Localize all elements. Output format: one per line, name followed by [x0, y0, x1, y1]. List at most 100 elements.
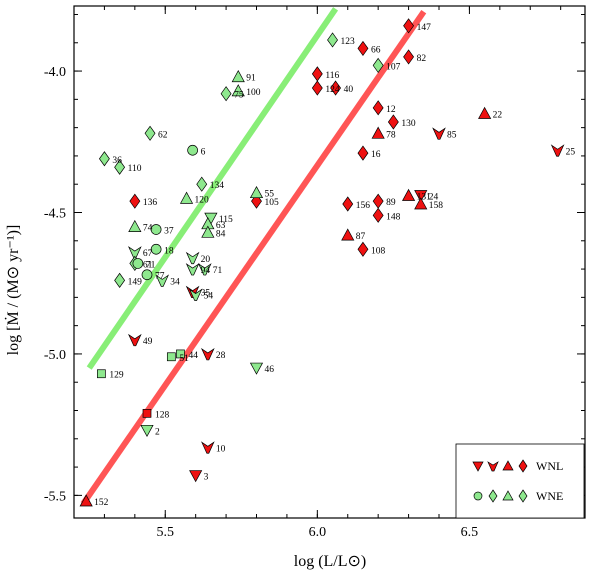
point-label: 124	[325, 85, 340, 95]
point-label: 12	[386, 105, 396, 115]
triangle-up-marker	[502, 460, 514, 471]
arrowhead-marker	[185, 251, 200, 265]
point-label: 89	[386, 198, 396, 208]
data-points	[79, 18, 565, 507]
point-label: 91	[246, 74, 256, 84]
diamond-marker	[342, 196, 354, 212]
point-label: 107	[386, 62, 401, 72]
legend-label: WNL	[536, 459, 563, 473]
triangle-down-marker	[414, 190, 428, 203]
point-label: 116	[325, 71, 339, 81]
diamond-marker	[518, 489, 528, 503]
point-label: 105	[265, 198, 280, 208]
point-label: 2	[155, 427, 160, 437]
diamond-marker	[372, 100, 384, 116]
triangle-up-marker	[502, 490, 514, 501]
point-label: 108	[371, 246, 386, 256]
point-label: 28	[216, 351, 226, 361]
square-marker	[166, 352, 176, 362]
triangle-down-marker	[140, 424, 154, 438]
arrowhead-marker	[197, 263, 212, 276]
point-label: 78	[386, 130, 396, 140]
point-label: 152	[94, 498, 109, 508]
diamond-marker	[403, 18, 415, 34]
triangle-up-marker	[414, 197, 428, 210]
point-label: 82	[417, 54, 427, 64]
triangle-up-marker	[249, 185, 264, 199]
point-label: 128	[155, 410, 170, 420]
point-label: 40	[344, 85, 354, 95]
point-label: 100	[246, 88, 261, 98]
arrowhead-marker	[155, 274, 170, 287]
point-label: 115	[219, 215, 233, 225]
y-tick-label: -5.0	[44, 348, 66, 363]
point-label: 25	[566, 147, 576, 157]
diamond-marker	[327, 32, 338, 48]
point-label: 51	[179, 354, 189, 364]
point-label: 62	[158, 130, 168, 140]
arrowhead-marker	[201, 347, 215, 361]
triangle-up-marker	[401, 188, 416, 201]
circle-marker	[473, 491, 483, 501]
point-label: 134	[210, 181, 225, 191]
triangle-down-marker	[472, 461, 484, 472]
point-label: 85	[447, 130, 457, 140]
point-label: 49	[143, 337, 153, 347]
circle-marker	[141, 269, 153, 281]
point-label: 149	[128, 277, 143, 287]
circle-marker	[150, 224, 162, 235]
point-label: 94	[201, 266, 211, 276]
y-tick-label: -5.5	[44, 489, 66, 504]
point-label: 148	[386, 212, 401, 222]
legend: WNL WNE	[455, 443, 585, 519]
arrowhead-marker	[188, 288, 203, 301]
y-tick-label: -4.5	[44, 206, 66, 221]
triangle-up-marker	[128, 219, 142, 232]
point-label: 129	[109, 371, 124, 381]
legend-box	[455, 443, 585, 519]
point-label: 3	[204, 473, 209, 483]
x-tick-label: 5.5	[157, 525, 175, 540]
diamond-marker	[98, 151, 110, 167]
point-label: 123	[341, 37, 356, 47]
triangle-up-marker	[341, 228, 355, 241]
point-label: 136	[143, 198, 158, 208]
point-label: 55	[265, 190, 275, 200]
triangle-up-marker	[231, 84, 245, 97]
diamond-marker	[372, 193, 384, 209]
red-fit-line	[80, 9, 427, 506]
diamond-marker	[129, 193, 141, 209]
fit-lines	[80, 7, 427, 506]
diamond-marker	[357, 40, 369, 57]
arrowhead-marker	[185, 263, 200, 276]
point-label: 130	[401, 119, 416, 129]
point-label: 156	[356, 201, 371, 211]
circle-marker	[132, 258, 144, 269]
triangle-down-marker	[249, 362, 264, 375]
point-label: 61	[143, 260, 153, 270]
point-label: 71	[213, 266, 223, 276]
triangle-up-marker	[179, 191, 194, 204]
green-fit-line	[86, 7, 339, 370]
x-tick-label: 6.0	[309, 525, 327, 540]
point-label: 147	[417, 23, 432, 33]
triangle-up-marker	[231, 69, 245, 83]
point-label: 158	[429, 201, 444, 211]
diamond-marker	[114, 272, 126, 288]
axes: 5.5 6.0 6.5 -4.0 -4.5 -5.0 -5.5	[44, 5, 586, 540]
square-marker	[97, 369, 106, 379]
point-label: 67	[143, 249, 153, 259]
square-marker	[176, 349, 185, 359]
triangle-up-marker	[201, 225, 215, 238]
x-axis-title: log (L/L⊙)	[294, 553, 367, 570]
point-label: 20	[201, 255, 211, 265]
point-label: 34	[170, 277, 180, 287]
diamond-marker	[518, 459, 528, 473]
diamond-marker	[387, 114, 399, 130]
circle-marker	[150, 243, 162, 255]
diamond-marker	[357, 145, 369, 161]
point-label: 22	[493, 110, 503, 120]
diamond-marker	[220, 86, 232, 102]
